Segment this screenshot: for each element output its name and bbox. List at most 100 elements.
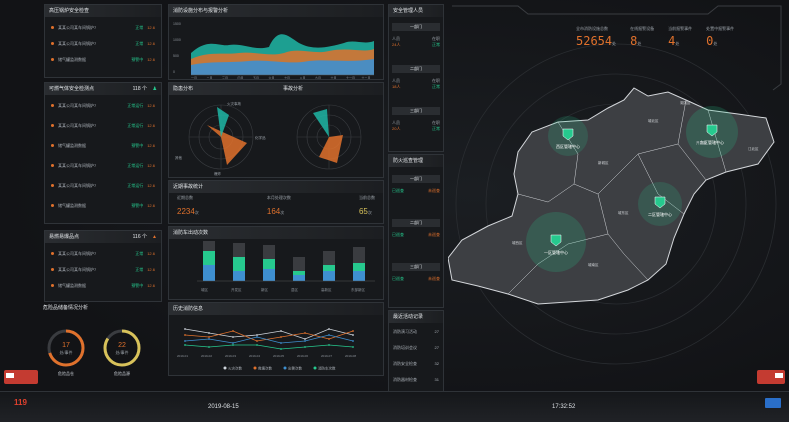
list-item[interactable]: 储气罐监测数据 预警中 12.6 (51, 281, 155, 290)
line-point (280, 336, 282, 338)
item-name: 储气罐监测数据 (58, 57, 86, 62)
bullet-icon (51, 268, 54, 271)
station-marker[interactable]: 西区管辖中心 (556, 128, 580, 149)
line-point (184, 344, 186, 346)
region-label: 城北区 (648, 118, 659, 123)
dept-label: 在职 (432, 78, 440, 83)
stat-label: 本月处理次数 (266, 195, 291, 200)
x-tick-label: 高新区 (321, 287, 332, 292)
x-tick-label: 十一月 (346, 75, 355, 79)
panel-title: 高压锅炉安全检查 (45, 5, 161, 17)
bar-segment (203, 251, 215, 265)
panel-title: 历史消防信息 (169, 303, 383, 315)
line-point (280, 330, 282, 332)
record-row[interactable]: 消防安全检查 32 (393, 361, 439, 367)
line-point (304, 346, 306, 348)
legend-swatch (253, 366, 257, 370)
stat-unit: 次 (367, 210, 372, 215)
gauges: 17 处/事件 危险品仓 22 处/事件 危险品源 (47, 329, 141, 376)
record-row[interactable]: 消防器材检查 31 (393, 377, 439, 383)
item-value: 12.6 (147, 283, 155, 288)
line-point (328, 334, 330, 336)
region-label: 江北区 (748, 146, 759, 151)
map-area[interactable]: 西区管辖中心 东区管辖中心 二区管辖中心 一区管辖中心 城北区 开发区 新城区 城西区 城南区… (447, 4, 785, 396)
bullet-icon (51, 184, 54, 187)
record-count: 31 (434, 377, 439, 382)
shield-icon (562, 128, 574, 141)
x-tick-label: 八月 (300, 76, 306, 79)
staff-panel: 安全管理人员 一部门 人员 在职 24人 正常 二部门 人员 在职 18人 正常 三部门 人员 在职 20… (388, 4, 444, 152)
map-stat: 在线报警设备 8处 (630, 26, 654, 50)
line-point (280, 348, 282, 350)
bullet-icon (51, 284, 54, 287)
x-tick-label: 2019-08 (345, 354, 356, 358)
list-item[interactable]: 储气罐监测数据 预警中 12.6 (51, 201, 155, 210)
x-tick-label: 开发区 (231, 287, 242, 292)
record-row[interactable]: 消防培训会议 27 (393, 345, 439, 351)
list-item[interactable]: 某某公司某车间锅炉7 正常 12.6 (51, 249, 155, 258)
bar-segment (353, 263, 365, 271)
station-marker[interactable]: 一区管辖中心 (544, 234, 568, 255)
panel-title: 消防设施分布与报警分析 (169, 5, 383, 17)
dept-block[interactable]: 一部门 已巡查 未巡查 (392, 175, 440, 211)
legend-swatch (283, 366, 287, 370)
list-item[interactable]: 储气罐监测数据 预警中 12.6 (51, 55, 155, 64)
stat-value: 2234 (177, 207, 195, 216)
item-name: 某某公司某车间锅炉7 (58, 25, 97, 30)
province-map[interactable] (447, 87, 775, 305)
dept-block[interactable]: 三部门 人员 在职 20人 正常 (392, 107, 440, 143)
dept-block[interactable]: 一部门 人员 在职 24人 正常 (392, 23, 440, 59)
stat-unit: 次 (194, 210, 199, 215)
dept-label: 人员 (392, 78, 400, 83)
list-item[interactable]: 储气罐监测数据 预警中 12.6 (51, 141, 155, 150)
bullet-icon (51, 164, 54, 167)
panel-title: 消防车出动次数 (169, 227, 383, 239)
legend-label: 火灾次数 (228, 366, 242, 371)
bar-chart-panel: 消防车出动次数 城区 开发区 新区 县区 高新区 东部新区 (168, 226, 384, 300)
record-name: 消防器材检查 (393, 377, 417, 382)
radar-area (313, 109, 329, 137)
region-label: 新城区 (598, 160, 609, 165)
y-tick-label: 1000 (173, 38, 181, 42)
bar-segment (263, 269, 275, 281)
radar-area (207, 125, 247, 165)
list-item[interactable]: 某某公司某车间锅炉7 正常运行 12.6 (51, 161, 155, 170)
dept-block[interactable]: 二部门 已巡查 未巡查 (392, 219, 440, 255)
item-value: 12.6 (147, 41, 155, 46)
list-item[interactable]: 某某公司某车间锅炉7 正常 12.6 (51, 39, 155, 48)
list-item[interactable]: 某某公司某车间锅炉7 正常运行 12.6 (51, 121, 155, 130)
line-point (232, 342, 234, 344)
dept-value: 正常 (432, 42, 440, 47)
dept-title: 三部门 (392, 107, 440, 115)
id-card-icon[interactable] (765, 398, 781, 408)
list-item[interactable]: 某某公司某车间锅炉7 正常 12.6 (51, 23, 155, 32)
person-icon: ♟ (152, 86, 157, 92)
dept-value: 未巡查 (428, 188, 440, 193)
station-marker[interactable]: 东区管辖中心 (700, 124, 724, 145)
item-status: 正常运行 (127, 163, 144, 168)
dept-block[interactable]: 三部门 已巡查 未巡查 (392, 263, 440, 299)
record-row[interactable]: 消防演习活动 27 (393, 329, 439, 335)
list-item[interactable]: 某某公司某车间锅炉7 正常运行 12.6 (51, 181, 155, 190)
station-marker[interactable]: 二区管辖中心 (648, 196, 672, 217)
dept-block[interactable]: 二部门 人员 在职 18人 正常 (392, 65, 440, 101)
bullet-icon (51, 252, 54, 255)
bar-chart: 城区 开发区 新区 县区 高新区 东部新区 (197, 241, 375, 292)
list-item[interactable]: 某某公司某车间锅炉7 正常运行 12.6 (51, 101, 155, 110)
dept-value: 20人 (392, 126, 401, 131)
gauge-unit: 处/事件 (115, 349, 128, 355)
x-tick-label: 十月 (331, 75, 337, 79)
radar-label: 化学品 (255, 135, 266, 140)
radar-charts: 火灾事故 化学品 爆炸 其他 (175, 101, 362, 176)
record-count: 32 (434, 361, 439, 366)
line-point (328, 328, 330, 330)
panel-title: 防火巡查管理 (389, 155, 443, 167)
district-borders (507, 99, 727, 295)
radar-right (296, 104, 362, 170)
list-item[interactable]: 某某公司某车间锅炉7 正常 12.6 (51, 265, 155, 274)
item-name: 储气罐监测数据 (58, 203, 86, 208)
x-tick-label: 十二月 (362, 75, 371, 79)
bar-segment (323, 265, 335, 271)
bar-segment (293, 271, 305, 275)
